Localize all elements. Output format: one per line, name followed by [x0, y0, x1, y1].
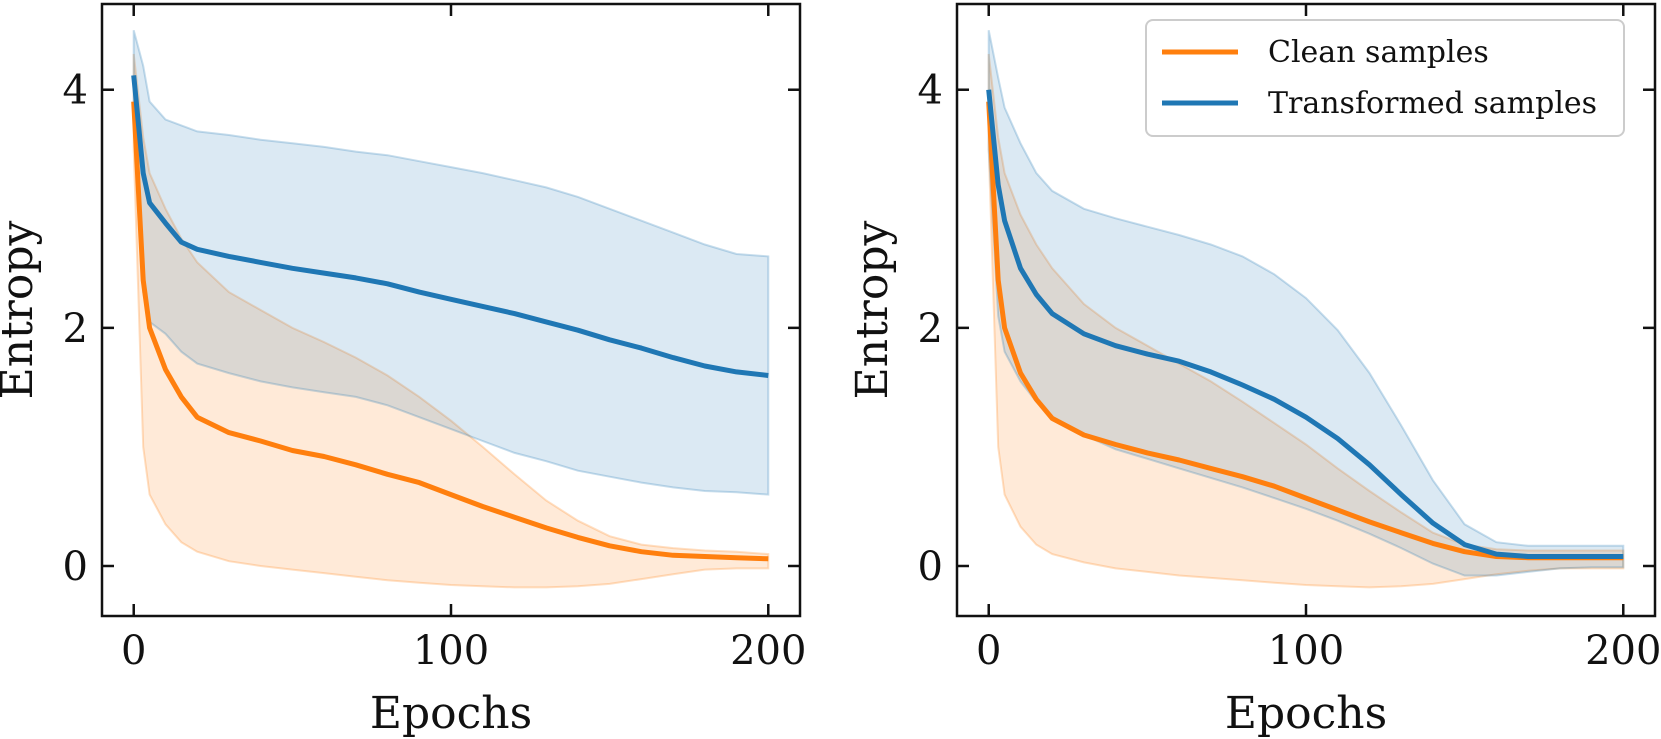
right-panel: 0 100 200 0 2 4 Epochs Entropy — [847, 2, 1661, 739]
y-tick-label: 0 — [63, 544, 88, 590]
x-tick-label: 100 — [413, 628, 489, 674]
x-axis-title: Epochs — [370, 688, 532, 739]
x-tick-label: 0 — [976, 628, 1001, 674]
y-tick-label: 4 — [918, 68, 943, 114]
band-transformed — [132, 29, 770, 496]
y-axis-title: Entropy — [0, 221, 43, 400]
line-clean — [131, 101, 769, 562]
y-tick-label: 4 — [63, 68, 88, 114]
y-tick-label: 0 — [918, 544, 943, 590]
legend-label-transformed: Transformed samples — [1268, 86, 1597, 121]
legend-label-clean: Clean samples — [1268, 35, 1489, 70]
band-clean — [132, 53, 770, 589]
x-tick-label: 100 — [1268, 628, 1344, 674]
x-axis-title: Epochs — [1225, 688, 1387, 739]
band-transformed — [987, 30, 1625, 577]
y-axis-title: Entropy — [847, 221, 898, 400]
y-tick-label: 2 — [63, 306, 88, 352]
y-tick-label: 2 — [918, 306, 943, 352]
x-tick-label: 200 — [730, 628, 806, 674]
x-tick-label: 200 — [1585, 628, 1661, 674]
plot-area — [131, 29, 770, 589]
legend: Clean samples Transformed samples — [1145, 19, 1625, 137]
plot-area — [986, 30, 1625, 589]
line-transformed — [986, 89, 1624, 559]
line-transformed — [131, 75, 769, 378]
left-panel: 0 100 200 0 2 4 Epochs Entropy — [0, 2, 806, 739]
legend-box — [1145, 19, 1625, 137]
x-tick-label: 0 — [121, 628, 146, 674]
